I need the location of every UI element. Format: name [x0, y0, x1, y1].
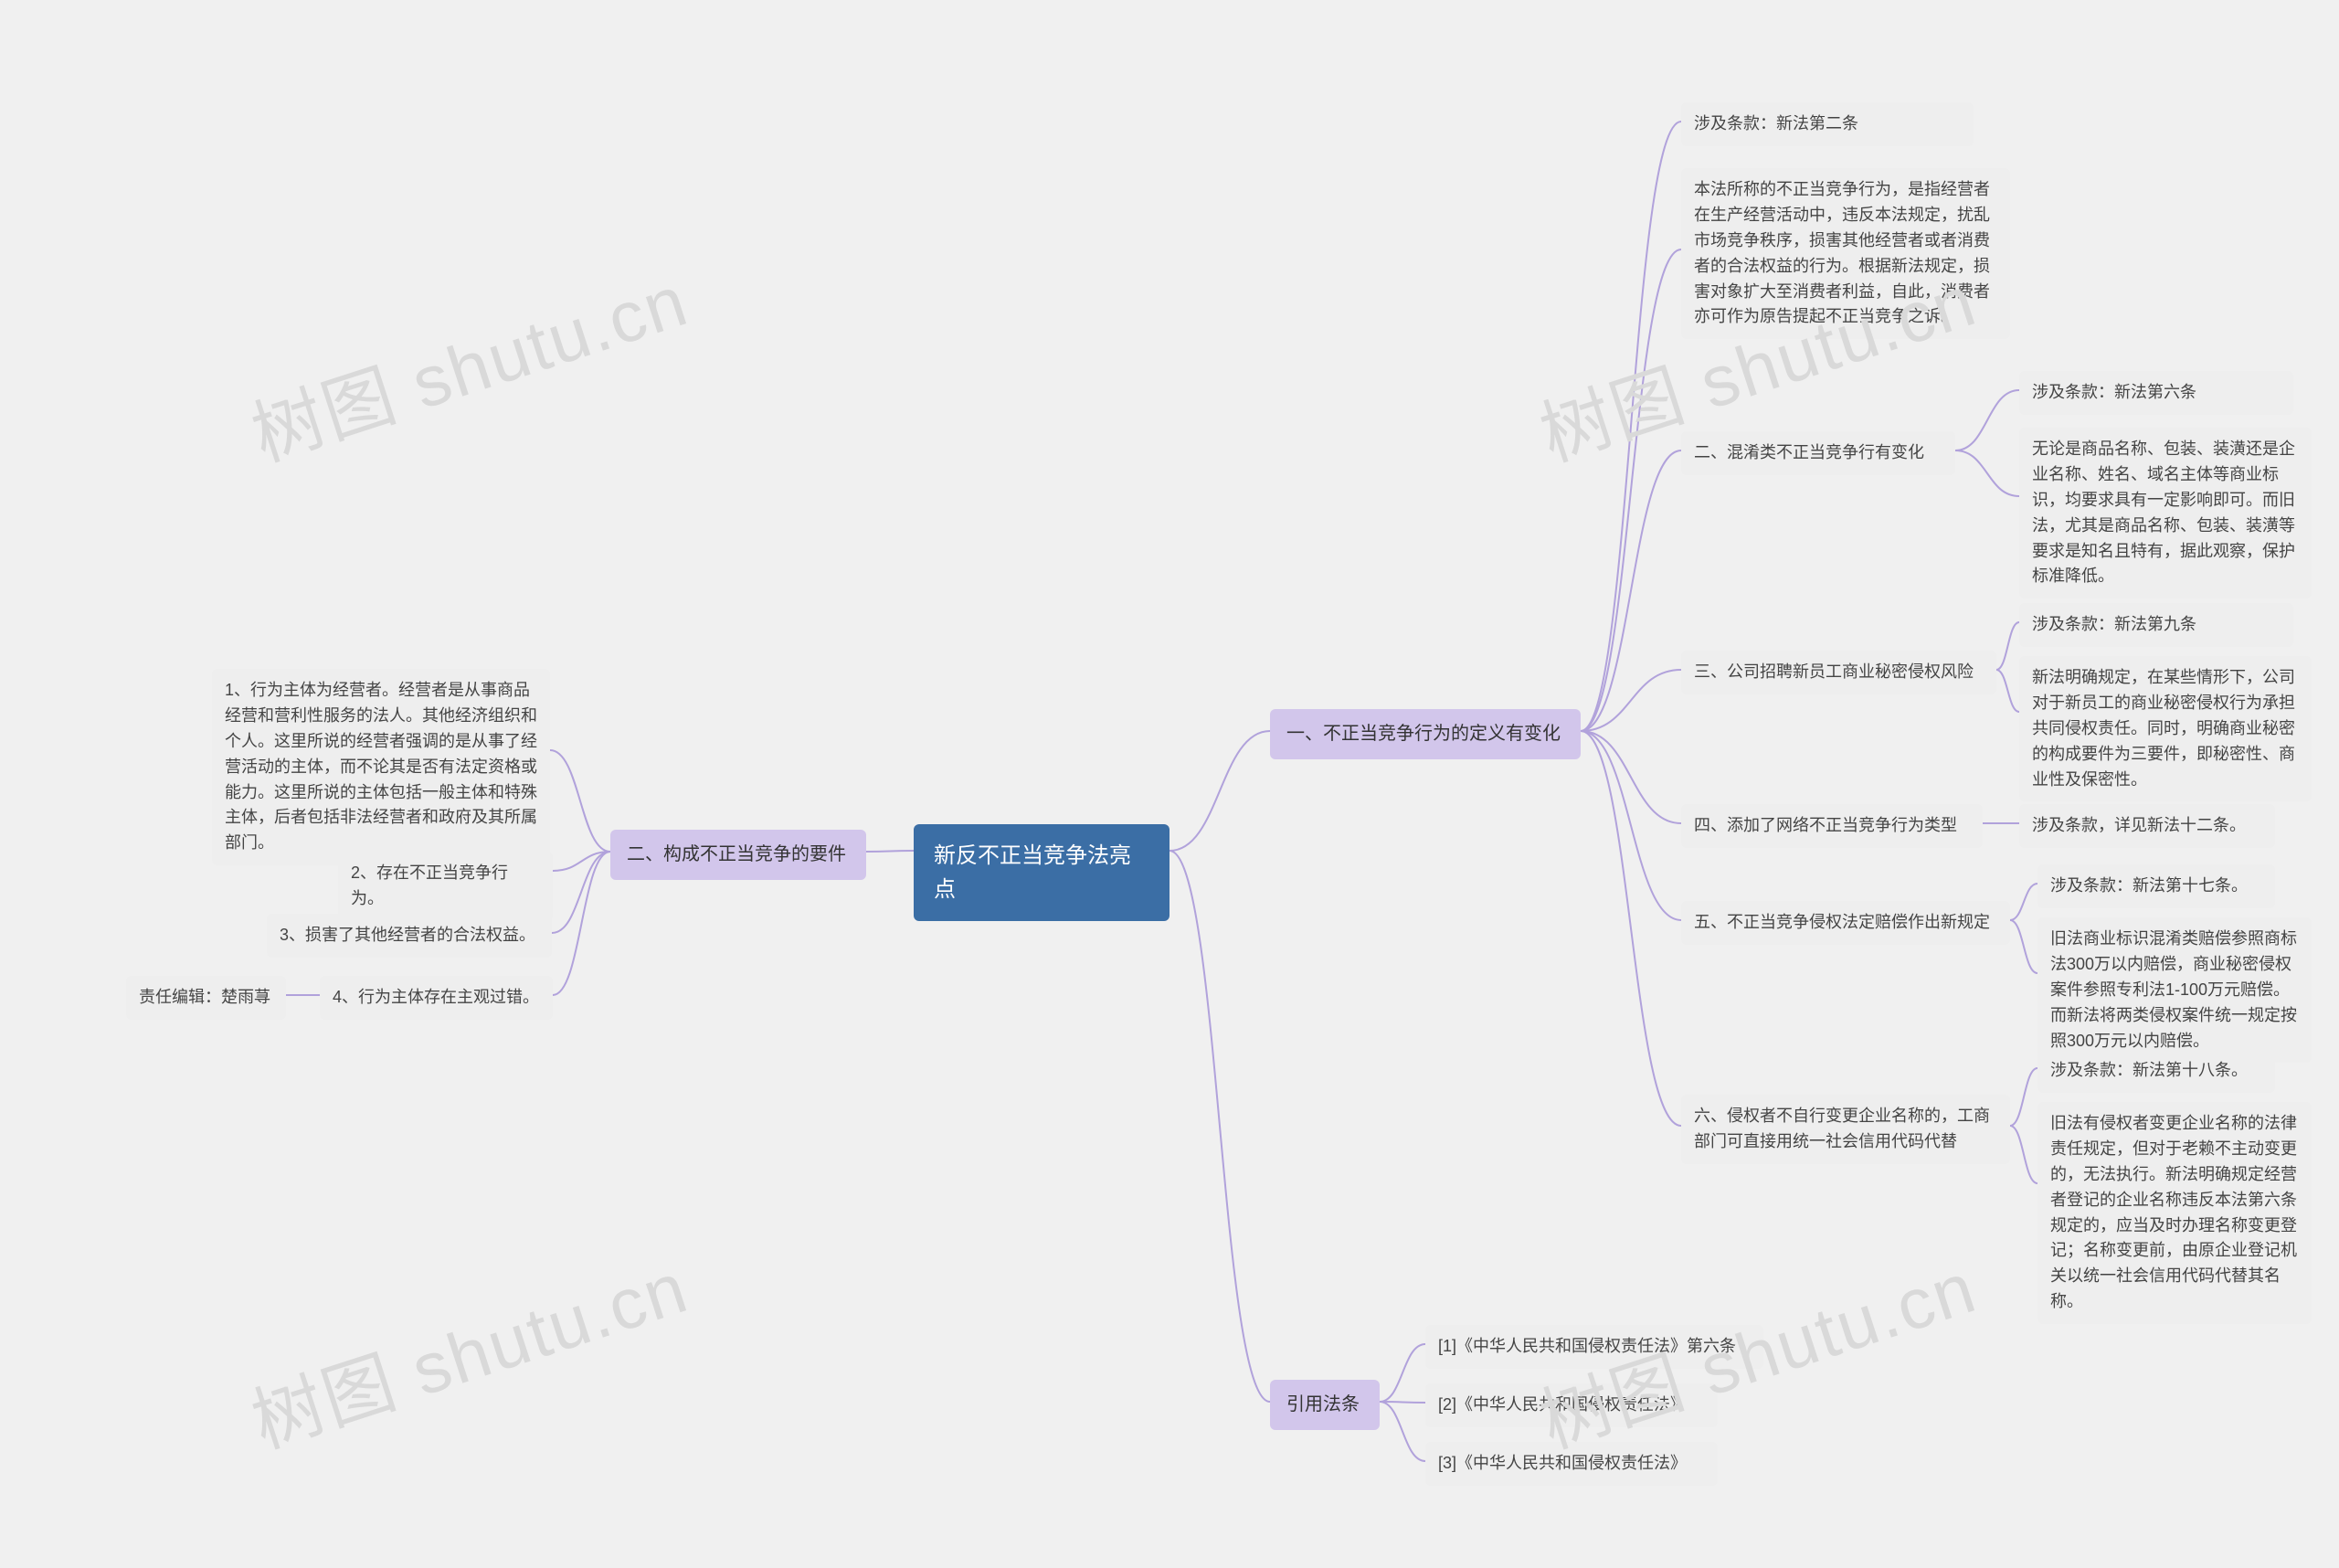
node-label: 涉及条款：新法第九条: [2032, 615, 2196, 633]
node-b1_c6[interactable]: 六、侵权者不自行变更企业名称的，工商部门可直接用统一社会信用代码代替: [1681, 1095, 2010, 1164]
edge: [1380, 1402, 1425, 1461]
node-label: 二、混淆类不正当竞争行有变化: [1694, 443, 1924, 461]
node-label: 五、不正当竞争侵权法定赔偿作出新规定: [1694, 913, 1990, 931]
edge: [1170, 851, 1270, 1402]
edge: [1581, 122, 1681, 731]
edge: [1581, 450, 1681, 731]
node-b1_c4_a[interactable]: 涉及条款，详见新法十二条。: [2019, 804, 2275, 848]
edge: [1170, 731, 1270, 851]
node-label: 1、行为主体为经营者。经营者是从事商品经营和营利性服务的法人。其他经济组织和个人…: [225, 681, 537, 852]
watermark: 树图 shutu.cn: [238, 244, 699, 481]
node-bL_4[interactable]: 4、行为主体存在主观过错。: [320, 976, 553, 1020]
edge: [553, 852, 610, 871]
edge: [2010, 884, 2037, 920]
node-bL_1[interactable]: 1、行为主体为经营者。经营者是从事商品经营和营利性服务的法人。其他经济组织和个人…: [212, 669, 550, 865]
node-label: 涉及条款：新法第十七条。: [2050, 876, 2248, 895]
node-b1_c5_b[interactable]: 旧法商业标识混淆类赔偿参照商标法300万以内赔偿，商业秘密侵权案件参照专利法1-…: [2037, 917, 2312, 1063]
node-label: [2]《中华人民共和国侵权责任法》: [1438, 1395, 1687, 1414]
node-label: 新反不正当竞争法亮点: [934, 843, 1131, 902]
node-b1_c6_b[interactable]: 旧法有侵权者变更企业名称的法律责任规定，但对于老赖不主动变更的，无法执行。新法明…: [2037, 1102, 2312, 1324]
node-label: 2、存在不正当竞争行为。: [351, 863, 508, 907]
edge: [1380, 1344, 1425, 1402]
node-label: 一、不正当竞争行为的定义有变化: [1286, 724, 1561, 744]
edge: [550, 750, 610, 852]
node-label: 涉及条款，详见新法十二条。: [2032, 816, 2246, 834]
watermark: 树图 shutu.cn: [238, 1231, 699, 1467]
edge: [1581, 731, 1681, 920]
edge: [1581, 249, 1681, 731]
node-b2_2[interactable]: [2]《中华人民共和国侵权责任法》: [1425, 1383, 1718, 1427]
node-label: 责任编辑：楚雨荨: [139, 988, 270, 1006]
node-b1_c2_a[interactable]: 涉及条款：新法第六条: [2019, 371, 2293, 415]
node-label: 引用法条: [1286, 1394, 1360, 1414]
node-b1_c4[interactable]: 四、添加了网络不正当竞争行为类型: [1681, 804, 1983, 848]
node-label: 六、侵权者不自行变更企业名称的，工商部门可直接用统一社会信用代码代替: [1694, 1107, 1990, 1150]
node-label: 3、损害了其他经营者的合法权益。: [280, 926, 535, 944]
node-b1_c2_b[interactable]: 无论是商品名称、包装、装潢还是企业名称、姓名、域名主体等商业标识，均要求具有一定…: [2019, 428, 2312, 599]
edge: [553, 852, 610, 995]
node-label: 涉及条款：新法第二条: [1694, 114, 1858, 132]
edge: [1996, 622, 2019, 670]
node-label: 三、公司招聘新员工商业秘密侵权风险: [1694, 662, 1974, 681]
node-label: 4、行为主体存在主观过错。: [333, 988, 539, 1006]
edge: [1955, 390, 2019, 450]
node-root[interactable]: 新反不正当竞争法亮点: [914, 824, 1170, 921]
edge: [1380, 1402, 1425, 1403]
node-label: 二、构成不正当竞争的要件: [627, 844, 846, 864]
node-label: [3]《中华人民共和国侵权责任法》: [1438, 1454, 1687, 1472]
node-b1_c3_a[interactable]: 涉及条款：新法第九条: [2019, 603, 2293, 647]
node-b2[interactable]: 引用法条: [1270, 1380, 1380, 1430]
node-b1_c3_b[interactable]: 新法明确规定，在某些情形下，公司对于新员工的商业秘密侵权行为承担共同侵权责任。同…: [2019, 656, 2312, 801]
node-label: 新法明确规定，在某些情形下，公司对于新员工的商业秘密侵权行为承担共同侵权责任。同…: [2032, 668, 2295, 789]
edge: [2010, 1068, 2037, 1126]
node-b2_1[interactable]: [1]《中华人民共和国侵权责任法》第六条: [1425, 1325, 1763, 1369]
node-label: 旧法有侵权者变更企业名称的法律责任规定，但对于老赖不主动变更的，无法执行。新法明…: [2050, 1114, 2297, 1310]
node-b1_c5_a[interactable]: 涉及条款：新法第十七条。: [2037, 864, 2275, 908]
edge: [866, 851, 914, 852]
node-b1_a2[interactable]: 本法所称的不正当竞争行为，是指经营者在生产经营活动中，违反本法规定，扰乱市场竞争…: [1681, 168, 2010, 339]
edge: [2010, 920, 2037, 973]
node-label: 本法所称的不正当竞争行为，是指经营者在生产经营活动中，违反本法规定，扰乱市场竞争…: [1694, 180, 1990, 325]
node-label: 涉及条款：新法第六条: [2032, 383, 2196, 401]
node-label: 四、添加了网络不正当竞争行为类型: [1694, 816, 1957, 834]
node-bL_5[interactable]: 责任编辑：楚雨荨: [126, 976, 286, 1020]
node-bL_3[interactable]: 3、损害了其他经营者的合法权益。: [267, 914, 552, 958]
node-label: 涉及条款：新法第十八条。: [2050, 1061, 2248, 1079]
mindmap-canvas: 新反不正当竞争法亮点 一、不正当竞争行为的定义有变化 涉及条款：新法第二条本法所称的…: [0, 0, 2339, 1568]
node-label: 无论是商品名称、包装、装潢还是企业名称、姓名、域名主体等商业标识，均要求具有一定…: [2032, 440, 2295, 585]
node-b1_c3[interactable]: 三、公司招聘新员工商业秘密侵权风险: [1681, 651, 1996, 694]
node-b1_c6_a[interactable]: 涉及条款：新法第十八条。: [2037, 1049, 2275, 1093]
edge: [1581, 670, 1681, 731]
node-b1_a1[interactable]: 涉及条款：新法第二条: [1681, 102, 1974, 146]
node-bL[interactable]: 二、构成不正当竞争的要件: [610, 830, 866, 880]
edge: [2010, 1126, 2037, 1183]
node-label: 旧法商业标识混淆类赔偿参照商标法300万以内赔偿，商业秘密侵权案件参照专利法1-…: [2050, 929, 2297, 1050]
edge: [1955, 450, 2019, 496]
node-bL_2[interactable]: 2、存在不正当竞争行为。: [338, 852, 553, 921]
node-b2_3[interactable]: [3]《中华人民共和国侵权责任法》: [1425, 1442, 1718, 1486]
node-b1[interactable]: 一、不正当竞争行为的定义有变化: [1270, 709, 1581, 759]
node-b1_c2[interactable]: 二、混淆类不正当竞争行有变化: [1681, 431, 1955, 475]
node-b1_c5[interactable]: 五、不正当竞争侵权法定赔偿作出新规定: [1681, 901, 2010, 945]
edge: [1581, 731, 1681, 1126]
node-label: [1]《中华人民共和国侵权责任法》第六条: [1438, 1337, 1736, 1355]
edge: [1581, 731, 1681, 823]
edge: [1996, 670, 2019, 712]
edge: [552, 852, 610, 933]
